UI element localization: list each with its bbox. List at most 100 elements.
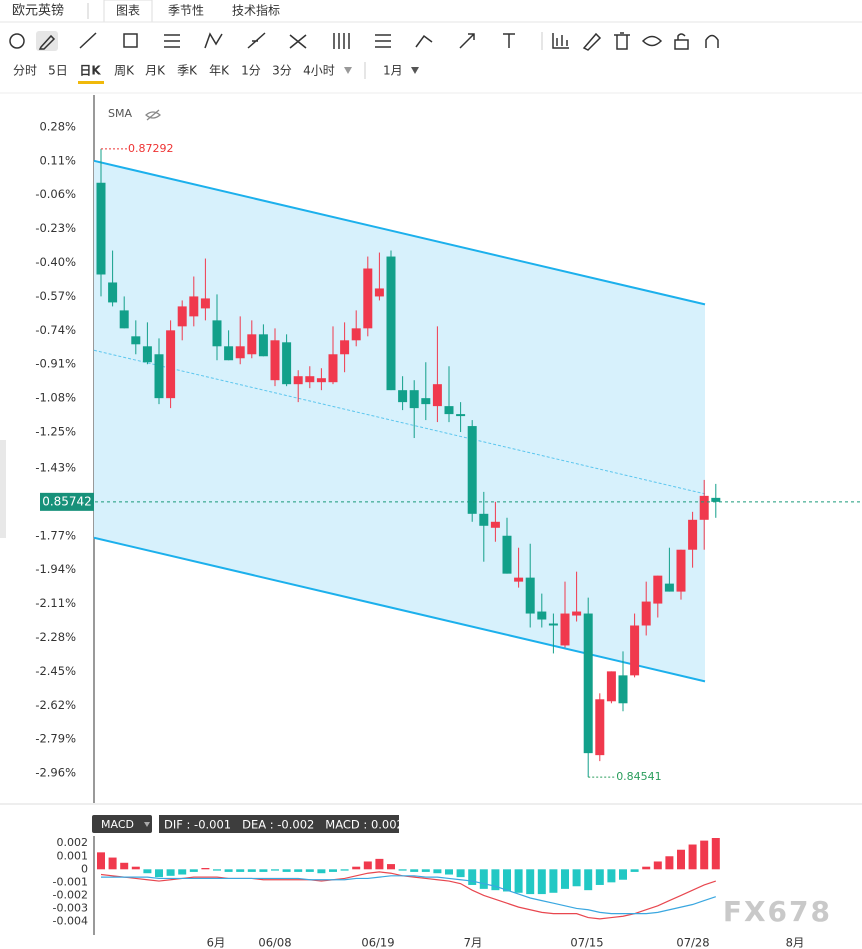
y-tick-label: -1.25%	[35, 425, 76, 439]
period[interactable]: 分时	[13, 64, 37, 78]
icon[interactable]	[677, 33, 686, 40]
candle-body	[664, 583, 674, 592]
macd-bar	[445, 869, 453, 875]
macd-bar	[97, 852, 105, 870]
candle-body	[572, 611, 582, 616]
candle-body	[258, 334, 268, 357]
symbol: 欧元英镑	[12, 3, 64, 19]
period[interactable]: 1分	[241, 64, 261, 78]
macd-bar	[363, 861, 372, 870]
macd-bar	[143, 869, 152, 874]
candle-body	[467, 426, 477, 514]
tab[interactable]: 图表	[116, 4, 140, 18]
period[interactable]: 4小时	[303, 64, 335, 78]
icon[interactable]	[614, 32, 630, 50]
macd-box[interactable]	[92, 815, 152, 833]
macd-tick-label: 0	[81, 862, 88, 875]
macd-bar	[178, 869, 187, 875]
macd-bar	[340, 869, 349, 871]
macd-bar	[224, 869, 233, 872]
tab[interactable]: 技术指标	[232, 3, 280, 18]
period-bar: 分时 5日 日K 周K 月K 季K 年K 1分 3分 4小时	[13, 64, 335, 78]
icon[interactable]	[247, 32, 266, 49]
candle-body	[537, 611, 547, 620]
y-tick-label: -0.23%	[35, 221, 76, 235]
icon[interactable]	[674, 39, 689, 50]
macd-bar	[491, 869, 500, 891]
candle-body	[212, 320, 222, 347]
macd-status: DIF : -0.001 DEA : -0.002 MACD : 0.002	[164, 818, 404, 832]
macd-bar	[375, 858, 384, 870]
icon[interactable]	[9, 33, 25, 49]
candle-body	[479, 513, 489, 526]
macd-bar	[317, 869, 326, 874]
candle-body	[351, 328, 361, 341]
dropdown-arrow[interactable]	[411, 67, 419, 74]
icon[interactable]	[503, 33, 515, 48]
candle-body	[699, 495, 709, 520]
period[interactable]: 月K	[145, 64, 166, 78]
candle-body	[224, 346, 234, 361]
candle-body	[131, 336, 141, 345]
macd-bar	[236, 869, 245, 872]
tab[interactable]: 季节性	[168, 4, 204, 18]
candle-body	[409, 390, 419, 409]
icon[interactable]	[38, 34, 56, 50]
candle-body	[316, 378, 326, 383]
icon[interactable]	[79, 32, 97, 49]
macd-bar	[503, 869, 511, 892]
candle-body	[444, 406, 454, 415]
macd-bar	[642, 866, 651, 870]
icon[interactable]	[375, 34, 391, 48]
icon[interactable]	[552, 33, 569, 49]
icon[interactable]	[582, 32, 602, 51]
macd-bar	[201, 868, 210, 870]
macd-bar	[526, 869, 535, 895]
icon[interactable]	[164, 34, 180, 48]
dropdown-arrow[interactable]	[344, 67, 352, 74]
last-price-label: 0.85742	[42, 494, 92, 508]
candle-body	[200, 298, 210, 309]
icon[interactable]	[333, 33, 350, 49]
y-tick-label: -2.96%	[35, 766, 76, 780]
icon[interactable]	[641, 35, 663, 47]
channel-lower	[93, 536, 706, 683]
icon[interactable]	[705, 34, 719, 49]
y-tick-label: -2.45%	[35, 664, 76, 678]
dropdown-arrow[interactable]	[144, 822, 150, 827]
candle-body	[374, 288, 384, 297]
icon[interactable]	[289, 34, 307, 49]
x-tick-label: 8月	[786, 936, 805, 949]
y-tick-label: -1.08%	[35, 391, 76, 405]
y-tick-label: -2.11%	[35, 596, 76, 610]
candle-body	[154, 354, 164, 399]
side-handle[interactable]	[0, 440, 6, 538]
candle-body	[502, 535, 512, 574]
period[interactable]: 年K	[209, 64, 230, 78]
candle-body	[177, 306, 187, 327]
period[interactable]: 日K	[79, 64, 101, 78]
macd-bar	[711, 838, 720, 870]
candle-body	[711, 497, 721, 502]
range-selector[interactable]: 1月	[383, 64, 403, 78]
plot	[93, 148, 862, 778]
candle-body	[560, 613, 570, 646]
period[interactable]: 周K	[114, 64, 135, 78]
period[interactable]: 3分	[272, 64, 292, 78]
channel-upper	[93, 159, 706, 306]
icon[interactable]	[123, 33, 138, 48]
period[interactable]: 季K	[177, 64, 198, 78]
period[interactable]: 5日	[48, 64, 68, 78]
icon[interactable]	[459, 33, 475, 49]
candle-body	[432, 384, 442, 407]
visibility-icon[interactable]	[145, 109, 161, 121]
icon[interactable]	[415, 34, 433, 48]
macd-bar	[665, 856, 674, 870]
macd-bar	[456, 869, 465, 878]
x-tick-label: 06/19	[361, 936, 394, 949]
macd-bar	[294, 869, 303, 872]
icon[interactable]	[204, 32, 223, 49]
macd-line	[101, 875, 716, 915]
macd-bar	[619, 869, 627, 880]
macd-bar	[537, 869, 546, 895]
